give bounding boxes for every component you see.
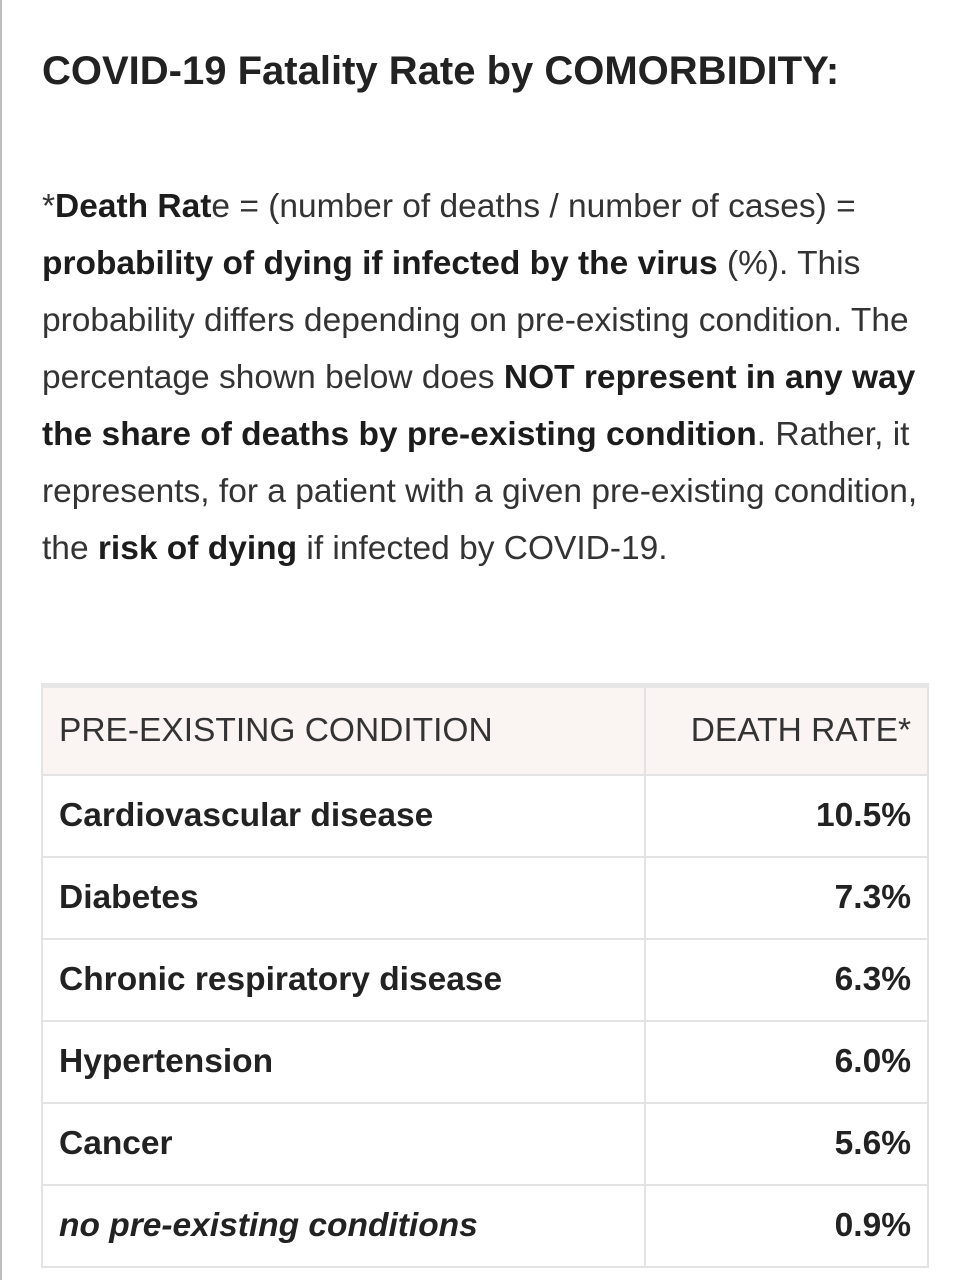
left-edge-border [0,0,2,1280]
condition-cell: no pre-existing conditions [41,1184,646,1268]
intro-formula: e = (number of deaths / number of cases)… [211,188,856,225]
table-row: Cancer 5.6% [41,1102,929,1186]
condition-cell: Cancer [41,1102,646,1186]
intro-death-rate-term: Death Rat [55,188,212,225]
header-death-rate: DEATH RATE* [644,684,929,776]
condition-cell: Hypertension [41,1020,646,1104]
condition-cell: Cardiovascular disease [41,774,646,858]
table-row: Diabetes 7.3% [41,856,929,940]
table-row: Hypertension 6.0% [41,1020,929,1104]
comorbidity-table: PRE-EXISTING CONDITION DEATH RATE* Cardi… [41,683,929,1268]
intro-paragraph: *Death Rate = (number of deaths / number… [42,178,932,577]
death-rate-cell: 7.3% [644,856,929,940]
intro-risk-term: risk of dying [97,530,298,567]
intro-ending: if infected by COVID-19. [297,530,668,567]
death-rate-cell: 0.9% [644,1184,929,1268]
header-condition: PRE-EXISTING CONDITION [41,684,646,776]
table-row: Chronic respiratory disease 6.3% [41,938,929,1022]
condition-cell: Diabetes [41,856,646,940]
death-rate-cell: 10.5% [644,774,929,858]
table-row: no pre-existing conditions 0.9% [41,1184,929,1268]
comorbidity-table-container: PRE-EXISTING CONDITION DEATH RATE* Cardi… [41,683,929,1268]
intro-not-share-note: NOT represent in any way the share of de… [42,359,916,453]
intro-explanation: (%). This probability differs depending … [42,245,909,396]
table-row: Cardiovascular disease 10.5% [41,774,929,858]
death-rate-cell: 6.3% [644,938,929,1022]
death-rate-cell: 6.0% [644,1020,929,1104]
table-header-row: PRE-EXISTING CONDITION DEATH RATE* [41,684,929,776]
intro-rather-text: . Rather, it represents, for a patient w… [42,416,918,567]
condition-cell: Chronic respiratory disease [41,938,646,1022]
death-rate-cell: 5.6% [644,1102,929,1186]
intro-probability-definition: probability of dying if infected by the … [42,245,718,282]
page-title: COVID-19 Fatality Rate by COMORBIDITY: [42,49,840,93]
intro-asterisk: * [42,188,56,225]
